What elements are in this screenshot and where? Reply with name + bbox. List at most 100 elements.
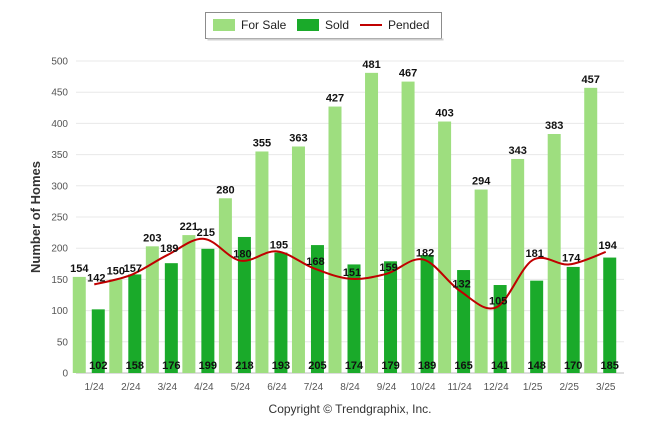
sold-value-label: 158: [126, 360, 144, 372]
bar-sold: [420, 255, 434, 373]
pended-value-label: 194: [599, 240, 618, 252]
sold-value-label: 174: [345, 360, 364, 372]
bar-for-sale: [218, 198, 232, 373]
pended-value-label: 168: [306, 256, 324, 268]
y-tick-label: 50: [57, 337, 69, 348]
x-tick-label: 2/25: [559, 382, 579, 393]
pended-line: [94, 237, 607, 310]
pended-value-label: 157: [124, 263, 142, 275]
pended-value-label: 132: [452, 279, 470, 291]
pended-value-label: 189: [160, 243, 178, 255]
bar-for-sale: [401, 81, 415, 373]
x-tick-label: 2/24: [121, 382, 141, 393]
axes: 0 50 100 150 200 250 300 350 400 450 500 1/24 2/24 3/…: [51, 57, 624, 393]
pended-value-label: 180: [233, 249, 251, 261]
legend-label-pended: Pended: [388, 18, 429, 32]
x-tick-label: 10/24: [411, 382, 436, 393]
sold-value-label: 193: [272, 360, 290, 372]
sold-value-label: 179: [381, 360, 399, 372]
legend-swatch-sold: [297, 19, 319, 31]
copyright-footer: Copyright © Trendgraphix, Inc.: [269, 402, 432, 416]
sold-value-label: 199: [199, 360, 217, 372]
x-tick-label: 3/25: [596, 382, 616, 393]
bar-for-sale: [145, 246, 159, 373]
bars: [72, 72, 617, 373]
bar-for-sale: [72, 276, 86, 373]
y-tick-label: 250: [51, 213, 68, 224]
pended-value-label: 182: [416, 247, 434, 259]
for-sale-value-label: 355: [253, 137, 271, 149]
y-tick-label: 100: [51, 306, 68, 317]
bar-sold: [310, 245, 324, 373]
legend-swatch-for-sale: [213, 19, 235, 31]
y-tick-label: 300: [51, 181, 68, 192]
y-tick-label: 500: [51, 57, 68, 68]
x-tick-label: 3/24: [158, 382, 178, 393]
x-tick-label: 4/24: [194, 382, 214, 393]
y-tick-label: 0: [62, 369, 68, 380]
pended-value-label: 105: [489, 295, 507, 307]
bar-for-sale: [365, 72, 379, 373]
for-sale-value-label: 363: [289, 132, 307, 144]
pended-value-label: 174: [562, 252, 581, 264]
for-sale-value-label: 343: [508, 145, 526, 157]
x-tick-label: 8/24: [340, 382, 360, 393]
bar-sold: [384, 261, 398, 373]
pended-value-label: 215: [197, 227, 215, 239]
x-tick-label: 1/25: [523, 382, 543, 393]
bar-for-sale: [511, 158, 525, 373]
data-labels: 1541021421501581572031761892211992152802…: [70, 59, 619, 372]
bar-sold: [347, 264, 361, 373]
x-tick-label: 6/24: [267, 382, 287, 393]
bar-sold: [201, 248, 215, 373]
for-sale-value-label: 203: [143, 232, 161, 244]
bar-for-sale: [255, 151, 269, 373]
bar-sold: [603, 257, 617, 373]
legend-label-for-sale: For Sale: [241, 18, 287, 32]
legend-shadow: [207, 38, 444, 41]
sold-value-label: 189: [418, 360, 436, 372]
pended-value-label: 159: [379, 262, 397, 274]
bar-for-sale: [182, 235, 196, 373]
bar-sold: [566, 266, 580, 373]
for-sale-value-label: 457: [582, 74, 600, 86]
y-tick-label: 200: [51, 244, 68, 255]
sold-value-label: 148: [527, 360, 545, 372]
for-sale-value-label: 481: [362, 59, 380, 71]
for-sale-value-label: 294: [472, 176, 491, 188]
bar-for-sale: [584, 87, 598, 373]
sold-value-label: 170: [564, 360, 582, 372]
for-sale-value-label: 221: [180, 221, 198, 233]
y-tick-label: 450: [51, 88, 68, 99]
bar-for-sale: [547, 134, 561, 373]
bar-for-sale: [438, 121, 452, 373]
for-sale-value-label: 280: [216, 184, 234, 196]
x-tick-label: 11/24: [447, 382, 472, 393]
x-tick-label: 1/24: [85, 382, 105, 393]
y-tick-label: 400: [51, 119, 68, 130]
sold-value-label: 141: [491, 360, 509, 372]
sold-value-label: 218: [235, 360, 253, 372]
legend: For Sale Sold Pended: [205, 12, 444, 41]
bar-for-sale: [109, 279, 123, 373]
pended-value-label: 142: [87, 272, 105, 284]
for-sale-value-label: 427: [326, 93, 344, 105]
sold-value-label: 165: [454, 360, 472, 372]
y-tick-label: 150: [51, 275, 68, 286]
bar-sold: [530, 280, 544, 373]
sold-value-label: 102: [89, 360, 107, 372]
pended-series-line: [94, 237, 607, 310]
x-tick-label: 7/24: [304, 382, 324, 393]
bar-sold: [91, 309, 105, 373]
for-sale-value-label: 467: [399, 68, 417, 80]
y-tick-label: 350: [51, 150, 68, 161]
bar-sold: [274, 252, 288, 373]
legend-label-sold: Sold: [325, 18, 349, 32]
pended-value-label: 195: [270, 239, 288, 251]
x-tick-label: 5/24: [231, 382, 251, 393]
y-axis-label: Number of Homes: [28, 161, 43, 273]
sold-value-label: 185: [601, 360, 619, 372]
for-sale-value-label: 150: [107, 265, 125, 277]
pended-value-label: 151: [343, 267, 361, 279]
